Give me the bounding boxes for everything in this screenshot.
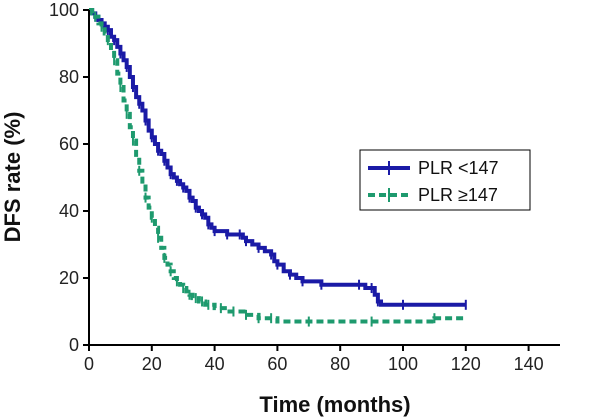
legend: PLR <147 PLR ≥147 — [359, 149, 531, 211]
y-tick-label: 40 — [59, 201, 79, 221]
x-tick-label: 0 — [84, 354, 94, 374]
series-lines — [89, 8, 467, 327]
x-tick-label: 140 — [514, 354, 544, 374]
x-tick-label: 80 — [330, 354, 350, 374]
x-tick-label: 20 — [142, 354, 162, 374]
y-tick-label: 60 — [59, 134, 79, 154]
x-axis-title: Time (months) — [259, 392, 410, 417]
y-tick-label: 100 — [49, 0, 79, 20]
x-tick-label: 60 — [267, 354, 287, 374]
y-axis-title: DFS rate (%) — [0, 112, 25, 243]
legend-label-plr-high: PLR ≥147 — [418, 185, 498, 205]
axes — [88, 10, 560, 346]
legend-label-plr-low: PLR <147 — [418, 158, 499, 178]
x-tick-label: 120 — [451, 354, 481, 374]
x-tick-label: 100 — [388, 354, 418, 374]
y-tick-label: 80 — [59, 67, 79, 87]
y-tick-label: 20 — [59, 268, 79, 288]
y-tick-label: 0 — [69, 335, 79, 355]
axis-ticks: 0 20 40 60 80 100 120 140 0 20 40 60 80 100 — [49, 0, 544, 374]
x-tick-label: 40 — [205, 354, 225, 374]
